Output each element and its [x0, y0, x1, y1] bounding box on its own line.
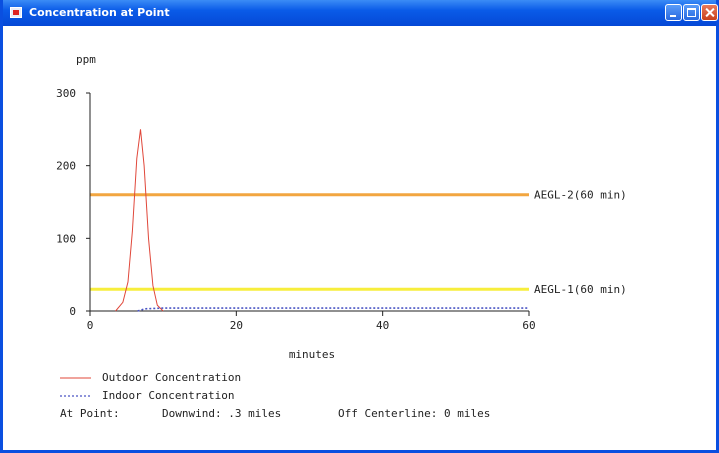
axes: 0 100 200 300 0 20 40 60	[56, 87, 536, 332]
close-button[interactable]	[701, 4, 718, 21]
outdoor-concentration-line	[115, 129, 164, 312]
x-axis-label: minutes	[289, 348, 335, 361]
indoor-concentration-line	[137, 307, 529, 312]
window-title: Concentration at Point	[29, 6, 170, 19]
minimize-button[interactable]	[665, 4, 682, 21]
legend-outdoor-label: Outdoor Concentration	[102, 371, 241, 384]
y-tick-label-300: 300	[56, 87, 76, 100]
at-point-label: At Point:	[60, 407, 120, 420]
off-centerline-value: Off Centerline: 0 miles	[338, 407, 490, 420]
downwind-value: Downwind: .3 miles	[162, 407, 281, 420]
x-tick-label-60: 60	[522, 319, 535, 332]
y-tick-label-200: 200	[56, 160, 76, 173]
series	[115, 129, 529, 312]
y-tick-label-0: 0	[69, 305, 76, 318]
app-icon[interactable]	[10, 7, 22, 18]
title-bar[interactable]: Concentration at Point	[3, 0, 718, 26]
maximize-button[interactable]	[683, 4, 700, 21]
legend-indoor-label: Indoor Concentration	[102, 389, 234, 402]
legend: Outdoor Concentration Indoor Concentrati…	[60, 371, 241, 402]
threshold-label-1: AEGL-2(60 min)	[534, 189, 627, 202]
threshold-label-2: AEGL-1(60 min)	[534, 283, 627, 296]
threshold-lines: AEGL-2(60 min) AEGL-1(60 min)	[90, 189, 627, 296]
y-axis-label: ppm	[76, 53, 96, 66]
x-tick-label-20: 20	[230, 319, 243, 332]
x-tick-label-0: 0	[87, 319, 94, 332]
x-tick-label-40: 40	[376, 319, 389, 332]
y-tick-label-100: 100	[56, 232, 76, 245]
